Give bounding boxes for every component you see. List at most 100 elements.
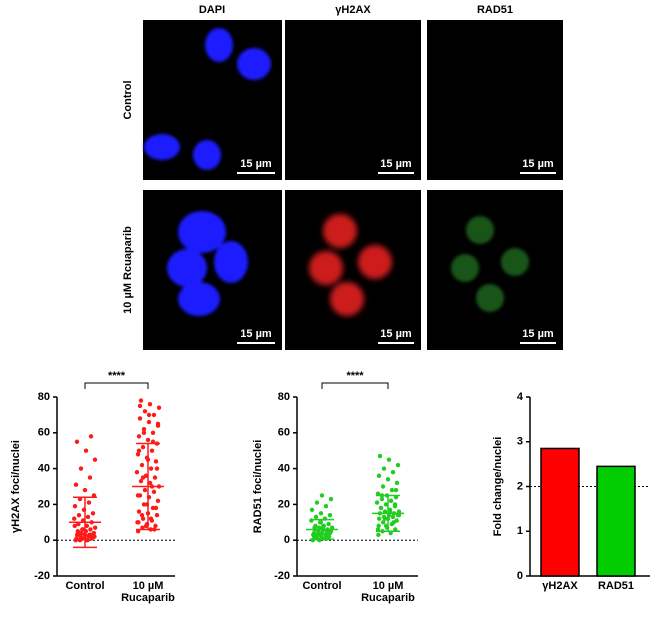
- data-point: [72, 503, 78, 509]
- data-point: [385, 477, 391, 482]
- data-point: [380, 484, 386, 489]
- data-point: [392, 502, 398, 507]
- significance-label: ****: [346, 370, 364, 382]
- y-tick-label: 20: [38, 498, 50, 510]
- data-point: [381, 520, 386, 525]
- data-point: [135, 520, 140, 525]
- data-point: [76, 512, 82, 518]
- data-point: [85, 514, 91, 520]
- data-point: [390, 514, 396, 520]
- y-tick-label: 80: [38, 391, 50, 403]
- y-tick-label: 40: [278, 463, 290, 475]
- data-point: [311, 530, 317, 536]
- data-point: [87, 475, 93, 480]
- scale-bar-label: 15 µm: [380, 328, 412, 340]
- data-point: [376, 516, 382, 521]
- data-point: [92, 457, 98, 462]
- y-tick-label: -20: [274, 570, 290, 582]
- data-point: [383, 523, 389, 529]
- data-point: [142, 409, 148, 414]
- y-tick-label: 80: [278, 391, 290, 403]
- data-point: [135, 452, 141, 457]
- data-point: [137, 403, 143, 409]
- data-point: [145, 437, 151, 443]
- data-point: [395, 462, 401, 468]
- scale-bar-label: 15 µm: [522, 328, 554, 340]
- data-point: [138, 478, 144, 484]
- data-point: [323, 503, 329, 509]
- data-point: [72, 523, 77, 529]
- data-point: [148, 516, 154, 521]
- data-point: [383, 502, 389, 507]
- row-label: 10 µM Rcuaparib: [122, 226, 134, 314]
- data-point: [155, 498, 161, 504]
- data-point: [153, 459, 159, 464]
- y-tick-label: 60: [278, 427, 290, 439]
- y-axis-label: Fold change/nuclei: [492, 437, 504, 537]
- data-point: [71, 516, 77, 521]
- data-point: [88, 434, 94, 439]
- col-label: DAPI: [199, 4, 225, 16]
- y-tick-label: 60: [38, 427, 50, 439]
- data-point: [154, 512, 160, 518]
- data-point: [136, 434, 142, 439]
- data-point: [378, 505, 384, 511]
- data-point: [386, 457, 392, 462]
- data-point: [92, 534, 97, 539]
- y-axis-label: RAD51 foci/nuclei: [252, 440, 264, 534]
- data-point: [376, 523, 381, 529]
- data-point: [138, 398, 144, 403]
- data-point: [151, 412, 157, 418]
- data-point: [321, 523, 327, 529]
- scale-bar-label: 15 µm: [380, 158, 412, 170]
- data-point: [313, 514, 319, 520]
- data-point: [146, 412, 152, 418]
- data-point: [314, 500, 320, 505]
- data-point: [137, 416, 143, 421]
- data-point: [88, 527, 93, 532]
- data-point: [150, 430, 156, 435]
- significance-bracket: [321, 382, 389, 389]
- data-point: [148, 466, 154, 471]
- y-tick-label: 0: [284, 534, 290, 546]
- data-point: [151, 489, 157, 495]
- data-point: [153, 505, 159, 511]
- image-panels: [143, 20, 563, 350]
- data-point: [324, 532, 329, 538]
- y-tick-label: 3: [517, 436, 523, 448]
- data-point: [134, 469, 140, 475]
- y-tick-label: 0: [517, 570, 523, 582]
- data-point: [140, 444, 146, 450]
- data-point: [92, 525, 98, 530]
- x-tick-label: γH2AX: [542, 580, 578, 592]
- y-axis-label: γH2AX foci/nuclei: [10, 440, 22, 533]
- data-point: [382, 516, 388, 521]
- data-point: [146, 419, 152, 425]
- data-point: [149, 448, 155, 453]
- data-point: [141, 430, 147, 435]
- data-point: [136, 509, 142, 514]
- scale-bar-label: 15 µm: [240, 328, 272, 340]
- data-point: [379, 496, 385, 502]
- data-point: [312, 534, 317, 539]
- data-point: [84, 523, 90, 529]
- data-point: [394, 480, 400, 486]
- data-point: [153, 523, 158, 529]
- row-label: Control: [122, 80, 134, 119]
- data-point: [86, 500, 92, 505]
- data-point: [147, 401, 153, 407]
- data-point: [326, 521, 331, 527]
- data-point: [316, 530, 321, 536]
- y-tick-label: 40: [38, 463, 50, 475]
- scale-bar-label: 15 µm: [522, 158, 554, 170]
- data-point: [142, 487, 148, 493]
- data-point: [74, 536, 79, 541]
- data-point: [90, 511, 96, 516]
- scale-bar-label: 15 µm: [240, 158, 272, 170]
- data-point: [76, 530, 81, 536]
- data-point: [328, 496, 334, 502]
- x-tick-label: 10 µM Rucaparib: [361, 580, 415, 604]
- data-point: [156, 405, 162, 410]
